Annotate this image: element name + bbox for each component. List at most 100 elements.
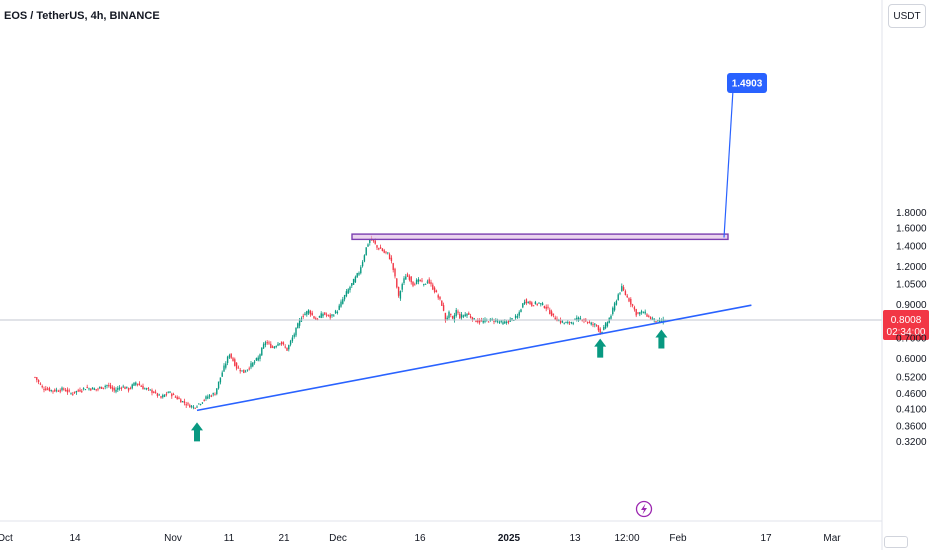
price-axis[interactable]: 1.8000 1.6000 1.4000 1.2000 1.0500 0.9000 0.70… [896,208,927,448]
candle-body [441,300,443,306]
candles-layer [34,235,666,410]
candle-body [297,323,299,329]
candle-body [208,395,211,397]
candle-body [239,369,241,372]
candle-body [288,345,290,350]
candle-body [351,283,353,286]
candle-body [216,388,218,395]
candle-body [68,390,70,392]
target-label-leader [723,89,734,238]
candle-body [343,295,346,300]
candle-body [147,388,150,390]
candle-body [253,361,256,363]
candle-body [117,387,119,390]
candle-body [333,315,335,317]
candle-body [140,385,142,387]
x-tick-label: 21 [278,533,290,544]
candle-body [455,309,457,316]
candle-body [507,320,510,323]
candle-body [82,387,85,389]
candle-body [513,319,515,321]
candle-body [387,252,389,254]
x-tick-label: 13 [569,533,581,544]
candle-body [302,315,304,317]
candle-body [565,322,567,324]
candle-body [36,377,38,381]
candle-body [374,240,376,244]
candle-body [538,302,540,304]
y-tick-label: 1.4000 [896,241,927,252]
candle-body [464,314,466,317]
axis-settings-button[interactable] [884,536,908,548]
candle-body [198,403,200,405]
candle-body [478,319,481,323]
candle-body [347,289,349,294]
candle-body [401,284,403,290]
candle-body [126,386,128,388]
candle-body [250,363,252,368]
time-axis[interactable]: Oct 14 Nov 11 21 Dec 16 2025 13 12:00 Feb 17 Mar [0,533,841,544]
candle-body [352,279,355,285]
y-tick-label: 0.9000 [896,300,927,311]
candle-body [482,320,484,323]
candle-body [540,303,542,305]
candle-body [345,291,348,297]
candle-body [275,346,277,348]
candle-body [77,390,79,392]
candle-body [630,299,632,305]
candle-body [662,319,664,322]
candle-body [135,382,137,385]
candle-body [284,346,286,348]
candle-body [70,393,72,395]
candle-body [444,312,447,321]
candle-body [118,387,121,389]
candle-body [595,325,598,327]
candle-body [277,343,279,346]
candle-body [383,250,385,253]
candle-body [334,310,337,314]
candle-body [412,281,414,286]
candle-body [232,358,234,361]
x-tick-label: Oct [0,533,13,544]
currency-unit-button[interactable]: USDT [888,4,926,28]
candle-body [579,318,582,320]
y-tick-label: 1.8000 [896,208,927,219]
candle-body [203,400,205,402]
candle-body [176,396,178,400]
candle-body [392,263,394,270]
candle-body [532,305,535,307]
candle-body [484,319,486,322]
candle-body [450,313,452,315]
x-tick-label: Dec [329,533,347,544]
candle-body [264,342,267,346]
candle-body [54,389,56,392]
candle-body [430,282,432,285]
candle-body [261,347,263,356]
candle-body [388,254,391,260]
candle-body [399,291,402,299]
x-tick-label: 12:00 [614,533,639,544]
candle-body [61,387,63,391]
candle-body [570,322,573,324]
candle-body [248,368,250,370]
candle-body [225,363,227,368]
target-label-text: 1.4903 [732,79,763,90]
candle-body [487,321,490,323]
candle-body [518,312,520,316]
candle-body [446,317,448,320]
up-arrow-icon [191,422,203,442]
countdown-text: 02:34:00 [887,327,926,338]
candle-body [185,404,187,406]
candle-body [318,316,321,318]
lightning-bolt-icon [641,503,647,515]
candle-body [603,327,605,330]
candle-body [331,314,333,316]
candle-body [104,386,106,388]
candle-body [99,386,101,389]
candle-body [426,281,429,283]
candle-body [228,355,231,358]
candle-body [435,290,438,293]
candle-body [349,286,351,291]
candle-body [273,346,276,349]
